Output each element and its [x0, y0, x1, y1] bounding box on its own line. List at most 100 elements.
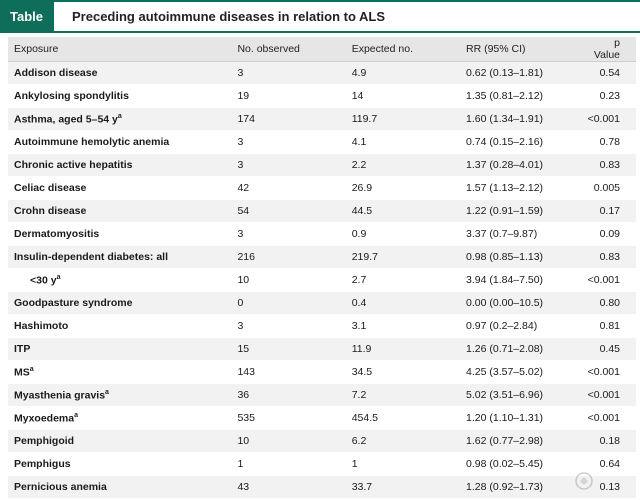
- cell-exposure: Asthma, aged 5–54 ya: [8, 107, 232, 131]
- cell-exposure: Pemphigus: [8, 452, 232, 476]
- cell-p-value: <0.001: [581, 107, 636, 131]
- cell-p-value: <0.001: [581, 406, 636, 430]
- cell-p-value: 0.09: [581, 222, 636, 246]
- exposure-label: MS: [14, 366, 30, 379]
- cell-observed: 0: [231, 291, 346, 315]
- cell-p-value: <0.001: [581, 268, 636, 292]
- cell-rr: 0.00 (0.00–10.5): [460, 291, 582, 315]
- cell-expected: 0.9: [345, 222, 460, 246]
- cell-p-value: 0.005: [581, 176, 636, 200]
- exposure-label: Hashimoto: [14, 320, 69, 332]
- table-row: Addison disease 3 4.9 0.62 (0.13–1.81) 0.54: [8, 61, 636, 85]
- cell-observed: 3: [231, 130, 346, 154]
- cell-rr: 0.98 (0.85–1.13): [460, 245, 582, 269]
- exposure-label: <30 y: [30, 274, 57, 287]
- table-row: Pemphigoid 10 6.2 1.62 (0.77–2.98) 0.18: [8, 429, 636, 453]
- footnote-marker: a: [29, 365, 34, 373]
- table-row: Crohn disease 54 44.5 1.22 (0.91–1.59) 0.17: [8, 199, 636, 223]
- cell-observed: 3: [231, 153, 346, 177]
- cell-exposure: Myxoedemaa: [8, 406, 232, 430]
- cell-observed: 43: [231, 475, 346, 499]
- cell-rr: 3.94 (1.84–7.50): [460, 268, 582, 292]
- exposure-label: Pemphigoid: [14, 435, 75, 447]
- cell-rr: 0.74 (0.15–2.16): [460, 130, 582, 154]
- cell-observed: 19: [231, 84, 346, 108]
- cell-expected: 119.7: [345, 107, 460, 131]
- cell-p-value: 0.54: [581, 61, 636, 85]
- cell-exposure: Crohn disease: [8, 199, 232, 223]
- cell-observed: 3: [231, 61, 346, 85]
- cell-rr: 0.97 (0.2–2.84): [460, 314, 582, 338]
- cell-p-value: 0.83: [581, 153, 636, 177]
- table-row: Hashimoto 3 3.1 0.97 (0.2–2.84) 0.81: [8, 314, 636, 338]
- cell-expected: 44.5: [345, 199, 460, 223]
- cell-exposure: <30 ya: [8, 268, 232, 292]
- table-row: Insulin-dependent diabetes: all 216 219.7 0…: [8, 245, 636, 269]
- cell-expected: 4.1: [345, 130, 460, 154]
- cell-rr: 1.60 (1.34–1.91): [460, 107, 582, 131]
- cell-p-value: 0.80: [581, 291, 636, 315]
- cell-p-value: 0.13: [581, 475, 636, 499]
- table-row: Goodpasture syndrome 0 0.4 0.00 (0.00–10.5)…: [8, 291, 636, 315]
- footnote-marker: a: [117, 112, 122, 120]
- table-header-row: Exposure No. observed Expected no. RR (9…: [8, 37, 636, 62]
- column-header-p-value: p Value: [581, 37, 636, 62]
- table-row: Ankylosing spondylitis 19 14 1.35 (0.81–2.1…: [8, 84, 636, 108]
- cell-rr: 1.22 (0.91–1.59): [460, 199, 582, 223]
- cell-observed: 535: [231, 406, 346, 430]
- cell-rr: 0.62 (0.13–1.81): [460, 61, 582, 85]
- cell-exposure: Pernicious anemia: [8, 475, 232, 499]
- exposure-label: Celiac disease: [14, 182, 87, 194]
- cell-observed: 36: [231, 383, 346, 407]
- table-body: Addison disease 3 4.9 0.62 (0.13–1.81) 0.54 A…: [8, 61, 636, 499]
- table-row: Myxoedemaa 535 454.5 1.20 (1.10–1.31) <0.001: [8, 406, 636, 430]
- table-row: <30 ya 10 2.7 3.94 (1.84–7.50) <0.001: [8, 268, 636, 292]
- cell-rr: 1.37 (0.28–4.01): [460, 153, 582, 177]
- cell-rr: 1.35 (0.81–2.12): [460, 84, 582, 108]
- footnote-marker: a: [74, 411, 79, 419]
- table-row: ITP 15 11.9 1.26 (0.71–2.08) 0.45: [8, 337, 636, 361]
- column-header-exposure: Exposure: [8, 37, 232, 62]
- table-title-bar: Table Preceding autoimmune diseases in r…: [0, 0, 640, 33]
- table-tag: Table: [0, 2, 54, 31]
- cell-p-value: 0.78: [581, 130, 636, 154]
- table-row: Dermatomyositis 3 0.9 3.37 (0.7–9.87) 0.09: [8, 222, 636, 246]
- watermark-logo-icon: [575, 472, 593, 490]
- cell-rr: 1.62 (0.77–2.98): [460, 429, 582, 453]
- table-row: Celiac disease 42 26.9 1.57 (1.13–2.12) 0.00…: [8, 176, 636, 200]
- cell-observed: 143: [231, 360, 346, 384]
- cell-exposure: Autoimmune hemolytic anemia: [8, 130, 232, 154]
- cell-p-value: 0.17: [581, 199, 636, 223]
- cell-rr: 1.57 (1.13–2.12): [460, 176, 582, 200]
- cell-exposure: Goodpasture syndrome: [8, 291, 232, 315]
- exposure-label: Pemphigus: [14, 458, 71, 470]
- cell-exposure: Hashimoto: [8, 314, 232, 338]
- cell-exposure: Addison disease: [8, 61, 232, 85]
- cell-p-value: 0.83: [581, 245, 636, 269]
- cell-expected: 14: [345, 84, 460, 108]
- cell-expected: 454.5: [345, 406, 460, 430]
- cell-p-value: 0.81: [581, 314, 636, 338]
- cell-observed: 1: [231, 452, 346, 476]
- cell-exposure: MSa: [8, 360, 232, 384]
- exposure-label: Myxoedema: [14, 412, 75, 425]
- watermark: [538, 468, 634, 494]
- column-header-rr: RR (95% CI): [460, 37, 582, 62]
- cell-rr: 0.98 (0.02–5.45): [460, 452, 582, 476]
- exposure-label: Insulin-dependent diabetes: all: [14, 251, 169, 263]
- table-row: Pemphigus 1 1 0.98 (0.02–5.45) 0.64: [8, 452, 636, 476]
- cell-expected: 7.2: [345, 383, 460, 407]
- cell-exposure: Celiac disease: [8, 176, 232, 200]
- cell-observed: 54: [231, 199, 346, 223]
- cell-p-value: <0.001: [581, 360, 636, 384]
- exposure-label: Addison disease: [14, 67, 98, 79]
- cell-expected: 219.7: [345, 245, 460, 269]
- table-row: Myasthenia gravisa 36 7.2 5.02 (3.51–6.96) <…: [8, 383, 636, 407]
- column-header-observed: No. observed: [231, 37, 346, 62]
- cell-expected: 6.2: [345, 429, 460, 453]
- table-row: Autoimmune hemolytic anemia 3 4.1 0.74 (0.1…: [8, 130, 636, 154]
- cell-expected: 34.5: [345, 360, 460, 384]
- cell-exposure: ITP: [8, 337, 232, 361]
- cell-rr: 4.25 (3.57–5.02): [460, 360, 582, 384]
